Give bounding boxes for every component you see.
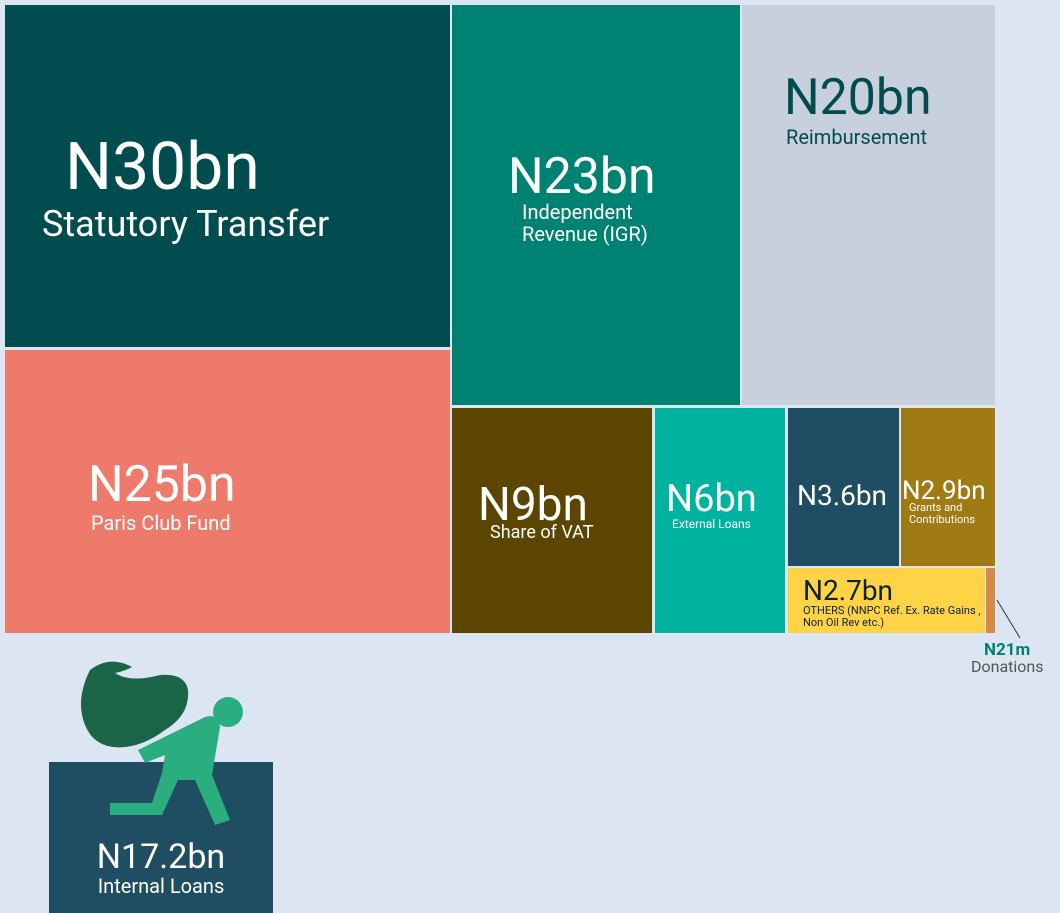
porter-icon bbox=[70, 655, 260, 825]
tile-value: N17.2bn bbox=[49, 840, 273, 874]
callout-label: Donations bbox=[971, 659, 1044, 675]
treemap-infographic: N30bn Statutory Transfer N23bn Independe… bbox=[0, 0, 1060, 913]
callout-line bbox=[997, 600, 1020, 638]
tile-label: Internal Loans bbox=[49, 875, 273, 897]
